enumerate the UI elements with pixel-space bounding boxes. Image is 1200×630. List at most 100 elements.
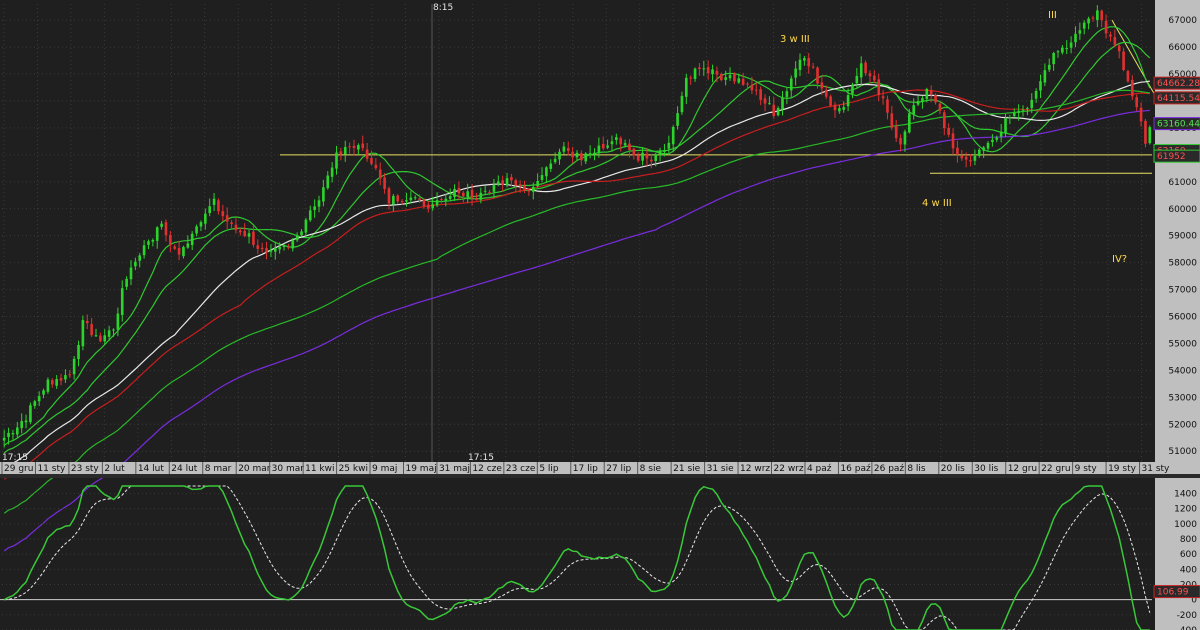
candle-body — [7, 432, 10, 438]
candle-body — [597, 145, 601, 154]
oscillator-tick-label: 400 — [1180, 565, 1197, 575]
candle — [1026, 106, 1029, 116]
candle-body — [680, 95, 684, 113]
candle-body — [676, 113, 679, 126]
candle-body — [628, 143, 631, 151]
candle-body — [886, 99, 889, 113]
candle-body — [457, 187, 461, 194]
candle — [462, 190, 465, 203]
candle — [256, 239, 260, 254]
moving-average-20 — [3, 41, 1151, 454]
candle-body — [313, 206, 316, 211]
candle-body — [147, 241, 150, 245]
candle — [601, 136, 605, 151]
candle — [824, 85, 828, 99]
oscillator-tick-label: 1400 — [1174, 490, 1197, 500]
candle-body — [1135, 97, 1139, 108]
candle — [1039, 74, 1042, 99]
candle-body — [842, 107, 846, 110]
candle — [29, 402, 32, 425]
candle-body — [1069, 42, 1073, 48]
candle-body — [94, 335, 98, 337]
price-tick-label: 55000 — [1168, 339, 1197, 349]
moving-average-55 — [3, 89, 1150, 480]
candle-body — [20, 421, 23, 429]
candle — [912, 98, 916, 120]
candle — [921, 95, 924, 109]
candle-body — [1026, 107, 1029, 109]
time-label: 17:15 — [2, 453, 28, 463]
candle-body — [671, 127, 675, 145]
candle-body — [986, 142, 990, 149]
candle-body — [1017, 110, 1020, 113]
price-tick-label: 67000 — [1168, 16, 1197, 26]
candle — [99, 332, 102, 343]
candle-body — [68, 374, 72, 376]
candle-body — [234, 224, 238, 231]
price-tick-label: 57000 — [1168, 286, 1197, 296]
candle — [956, 140, 959, 163]
candle — [7, 427, 10, 445]
candle — [453, 184, 456, 202]
candle — [59, 373, 63, 386]
candle — [685, 73, 688, 105]
date-tick-label: 8 sie — [640, 464, 662, 474]
candle-body — [566, 147, 570, 151]
candle — [322, 179, 325, 207]
candle — [186, 235, 190, 249]
candle-body — [868, 73, 872, 77]
candle — [597, 137, 601, 158]
date-tick-label: 26 paź — [874, 464, 905, 474]
candle-body — [466, 191, 469, 198]
candle — [523, 180, 526, 194]
candle — [90, 317, 93, 338]
candle — [435, 192, 439, 208]
candle — [1082, 20, 1086, 35]
candle — [326, 171, 330, 190]
candle-body — [400, 200, 404, 202]
candle — [676, 106, 679, 130]
last-value-marker: 64115.54 — [1153, 91, 1200, 105]
candle-body — [807, 57, 811, 67]
candle — [1065, 40, 1069, 54]
candle-body — [1074, 33, 1077, 43]
candle — [531, 182, 535, 200]
candle-body — [1078, 30, 1082, 34]
candle-body — [1030, 99, 1034, 109]
candle-body — [956, 147, 959, 155]
candle-body — [322, 187, 325, 202]
candle — [243, 223, 246, 238]
candle-body — [908, 113, 911, 133]
candle — [1144, 119, 1147, 148]
candle-body — [129, 267, 133, 280]
candle-body — [221, 211, 225, 217]
wave-label: IV? — [1112, 254, 1127, 265]
last-value-label: 64662.28 — [1157, 79, 1200, 89]
candle — [234, 218, 238, 234]
candle-body — [523, 186, 526, 191]
candle-body — [995, 137, 999, 140]
candle-body — [693, 68, 697, 79]
candle-body — [1148, 127, 1152, 144]
candle-body — [230, 222, 233, 225]
candle — [938, 101, 942, 115]
candle — [50, 378, 54, 388]
date-tick-label: 31 sie — [707, 464, 735, 474]
date-tick-label: 11 sty — [37, 464, 66, 474]
panel-separator — [0, 474, 1200, 478]
candle — [339, 147, 343, 161]
candle — [55, 375, 58, 389]
candle — [282, 243, 286, 251]
candle-body — [247, 233, 251, 237]
candle-body — [33, 401, 37, 406]
candle-body — [514, 180, 518, 186]
candle-body — [951, 133, 955, 149]
candle-body — [942, 112, 946, 129]
candle-body — [838, 108, 841, 112]
price-tick-label: 60000 — [1168, 205, 1197, 215]
candle — [1096, 5, 1099, 28]
candle — [606, 139, 609, 150]
candle-body — [435, 200, 439, 206]
candle-body — [470, 189, 474, 199]
candle — [584, 152, 588, 164]
